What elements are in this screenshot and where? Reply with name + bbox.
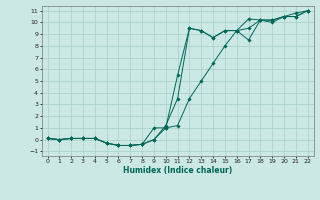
X-axis label: Humidex (Indice chaleur): Humidex (Indice chaleur) (123, 166, 232, 175)
